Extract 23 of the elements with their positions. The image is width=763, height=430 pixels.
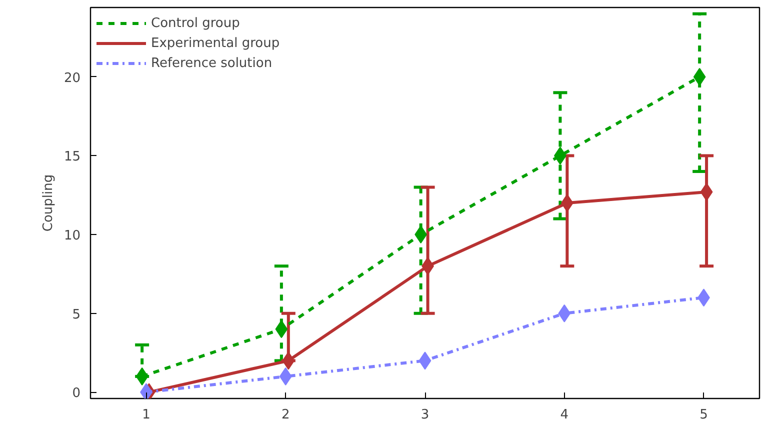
point xyxy=(279,367,292,386)
y-tick-label: 15 xyxy=(64,150,81,165)
point xyxy=(558,304,571,322)
point xyxy=(693,68,706,86)
x-tick-label: 3 xyxy=(420,408,430,422)
point xyxy=(560,194,574,212)
legend-label: Control group xyxy=(151,16,240,30)
y-tick-label: 10 xyxy=(64,228,81,244)
legend-label: Reference solution xyxy=(151,56,272,70)
point xyxy=(700,182,713,201)
legend-label: Experimental group xyxy=(151,36,280,50)
y-tick-label: 20 xyxy=(64,70,81,86)
x-tick-label: 4 xyxy=(560,408,569,422)
x-tick-label: 2 xyxy=(281,408,290,422)
x-tick-label: 1 xyxy=(142,408,150,422)
point xyxy=(282,352,295,370)
y-axis-title: Coupling xyxy=(40,174,56,232)
point xyxy=(136,367,148,386)
point xyxy=(418,352,432,370)
point xyxy=(275,320,288,338)
y-tick-label: 0 xyxy=(72,386,81,402)
x-tick-label: 5 xyxy=(700,408,708,422)
y-tick-label: 5 xyxy=(72,307,81,322)
